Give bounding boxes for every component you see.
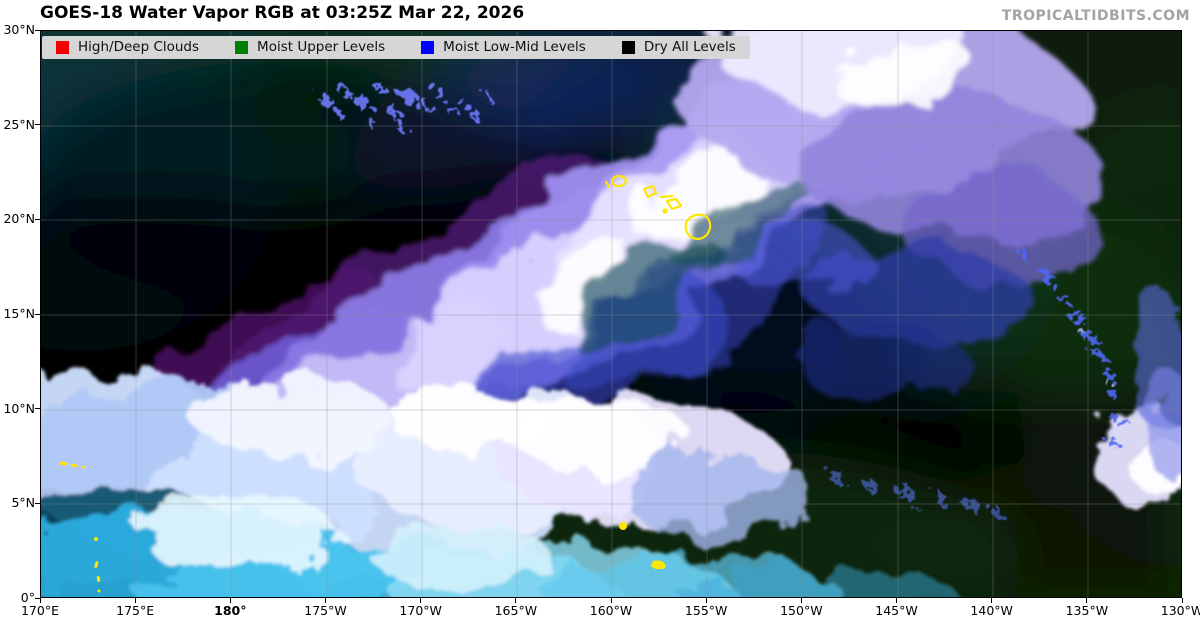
big-island-outline	[684, 213, 712, 241]
molokai-outline	[659, 194, 674, 199]
island-dot	[619, 522, 627, 530]
niihau-outline	[604, 180, 611, 189]
lat-tick-mark	[35, 124, 40, 126]
lon-tick-label: 165°W	[494, 603, 538, 618]
island-blob	[651, 560, 666, 570]
legend-swatch-icon	[56, 41, 69, 54]
lon-tick-mark	[39, 598, 41, 603]
satellite-image	[41, 31, 1181, 597]
lon-tick-mark	[134, 598, 136, 603]
lat-tick-label: 20°N	[3, 211, 35, 227]
lon-tick-mark	[610, 598, 612, 603]
lon-tick-mark	[420, 598, 422, 603]
lon-tick-label: 140°W	[970, 603, 1013, 618]
lon-tick-mark	[1086, 598, 1088, 603]
lon-tick-label: 180°	[214, 603, 247, 618]
legend-label: Moist Low-Mid Levels	[443, 38, 586, 55]
speckle-clouds	[320, 84, 1127, 516]
lat-tick-mark	[35, 29, 40, 31]
northeast-cloud-mass	[676, 31, 1096, 406]
maui-outline	[665, 197, 683, 211]
legend-item: High/Deep Clouds	[56, 38, 200, 55]
lon-tick-label: 155°W	[684, 603, 728, 618]
legend-swatch-icon	[235, 41, 249, 54]
legend-item: Moist Low-Mid Levels	[421, 38, 586, 55]
lon-tick-label: 170°W	[399, 603, 442, 618]
watermark-tropicaltidbits: TROPICALTIDBITS.COM	[1001, 8, 1190, 24]
lat-tick-mark	[35, 218, 40, 220]
kauai-outline	[610, 174, 628, 188]
lat-tick-mark	[35, 408, 40, 410]
lon-tick-label: 175°W	[304, 603, 347, 618]
lat-tick-label: 10°N	[3, 400, 35, 416]
legend-label: High/Deep Clouds	[78, 38, 200, 55]
legend-label: Moist Upper Levels	[257, 38, 386, 55]
lon-tick-label: 135°W	[1065, 603, 1109, 618]
legend-swatch-icon	[621, 41, 635, 54]
oahu-outline	[642, 184, 658, 199]
kahoolawe-outline	[662, 208, 668, 214]
small-island-marks	[58, 461, 666, 593]
lon-tick-label: 160°W	[589, 603, 633, 618]
satellite-map-panel	[40, 30, 1182, 598]
lon-tick-label: 175°E	[116, 603, 155, 618]
lat-tick-label: 25°N	[3, 116, 35, 132]
legend-label: Dry All Levels	[643, 38, 736, 55]
lat-tick-label: 30°N	[3, 22, 35, 37]
lat-tick-label: 15°N	[3, 306, 35, 321]
lon-tick-mark	[991, 598, 993, 603]
legend: High/Deep Clouds Moist Upper Levels Moist …	[42, 36, 750, 59]
legend-swatch-icon	[421, 41, 435, 54]
bottom-bright-cloud-field	[41, 371, 961, 597]
lon-tick-label: 130°W	[1160, 603, 1200, 618]
legend-item: Dry All Levels	[621, 38, 736, 55]
lon-tick-label: 170°E	[20, 603, 59, 618]
lat-tick-label: 5°N	[11, 495, 35, 511]
lat-tick-mark	[35, 502, 40, 504]
hawaii-coastline-outline	[604, 174, 712, 241]
right-edge-clouds	[1089, 291, 1181, 501]
lon-tick-mark	[325, 598, 326, 603]
lon-tick-label: 150°W	[780, 603, 823, 618]
page-title: GOES-18 Water Vapor RGB at 03:25Z Mar 22…	[40, 3, 525, 23]
lon-tick-mark	[800, 598, 802, 603]
lat-tick-mark	[35, 597, 40, 599]
lon-tick-mark	[515, 598, 517, 603]
lon-tick-mark	[1181, 598, 1183, 603]
lon-tick-mark	[229, 598, 231, 603]
lon-tick-mark	[896, 598, 897, 603]
legend-item: Moist Upper Levels	[235, 38, 386, 55]
lon-tick-mark	[705, 598, 707, 603]
lat-tick-label: 0°	[20, 590, 35, 605]
lat-tick-mark	[35, 313, 40, 315]
graticule-grid	[41, 31, 1181, 597]
lon-tick-label: 145°W	[875, 603, 918, 618]
